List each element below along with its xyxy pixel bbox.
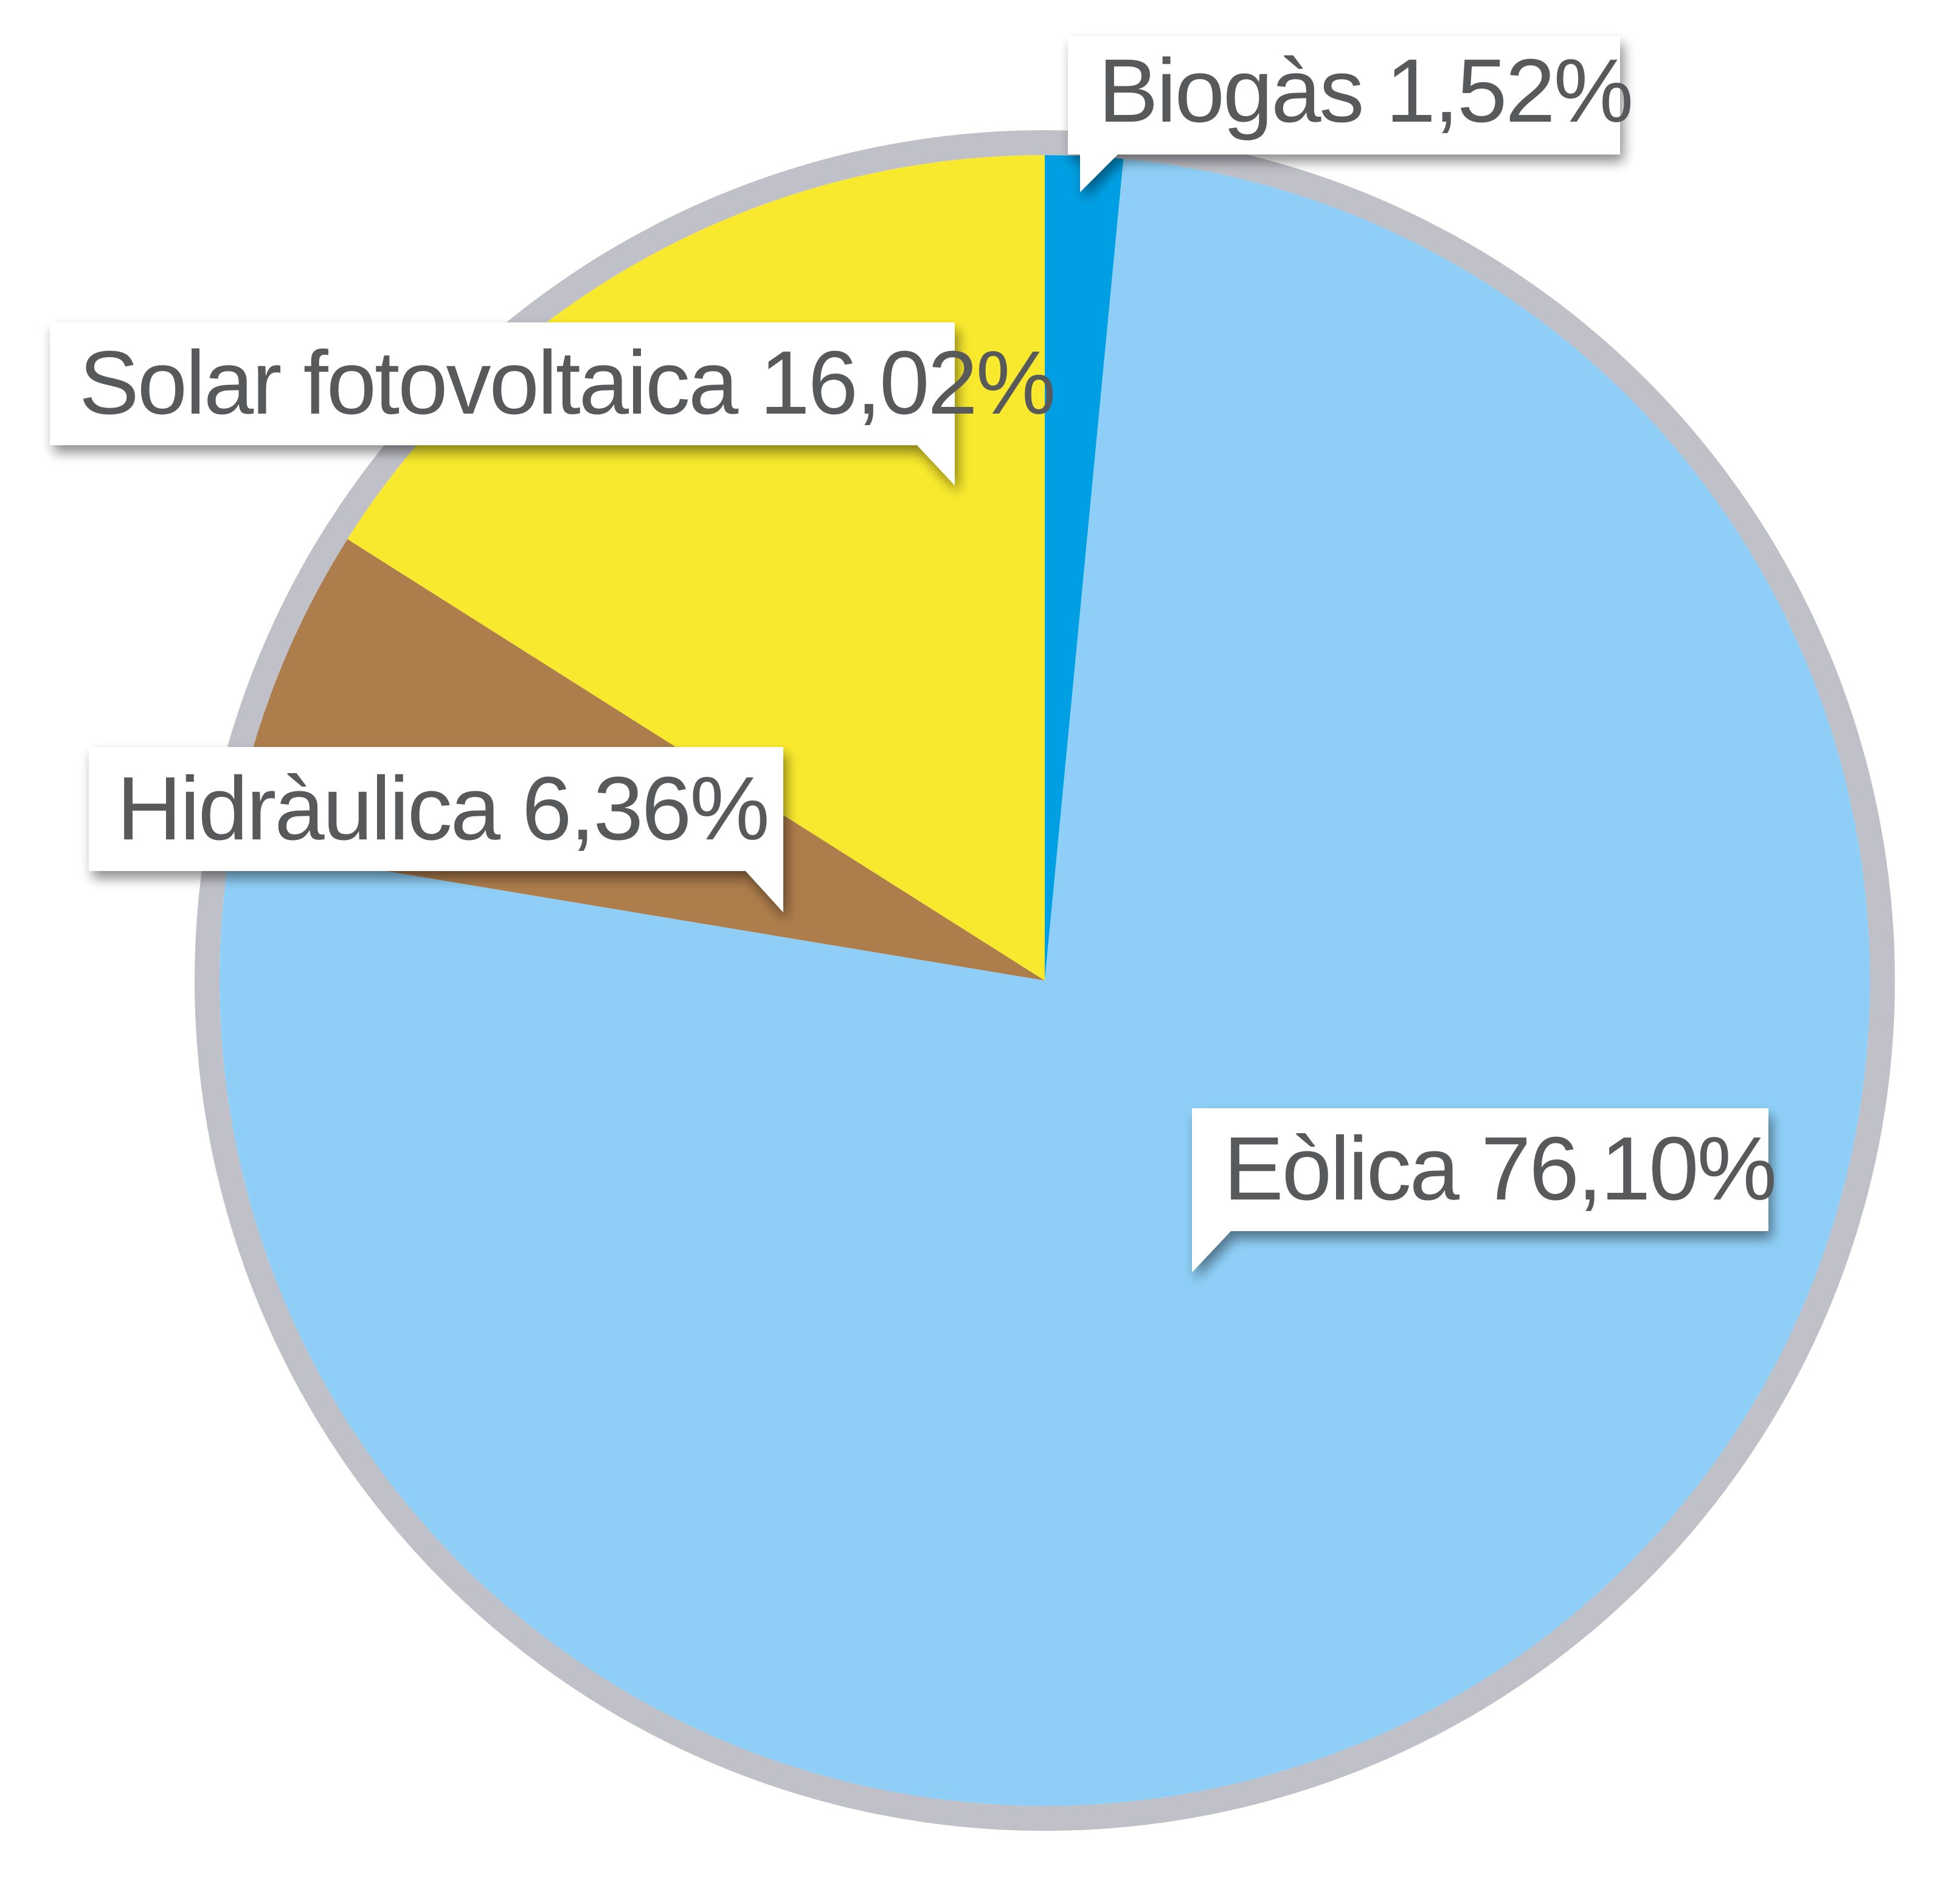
slice-eolica xyxy=(219,159,1870,1806)
callout-eolica xyxy=(1192,1108,1768,1272)
label-hidraulica: Hidràulica 6,36% xyxy=(117,759,768,859)
callout-hidraulica xyxy=(89,747,783,912)
slice-biogas xyxy=(1045,155,1124,981)
callout-biogas xyxy=(1068,36,1620,192)
label-eolica: Eòlica 76,10% xyxy=(1224,1119,1775,1219)
label-biogas: Biogàs 1,52% xyxy=(1098,41,1632,141)
callout-solar xyxy=(50,322,955,485)
label-solar: Solar fotovoltaica 16,02% xyxy=(79,333,1054,433)
